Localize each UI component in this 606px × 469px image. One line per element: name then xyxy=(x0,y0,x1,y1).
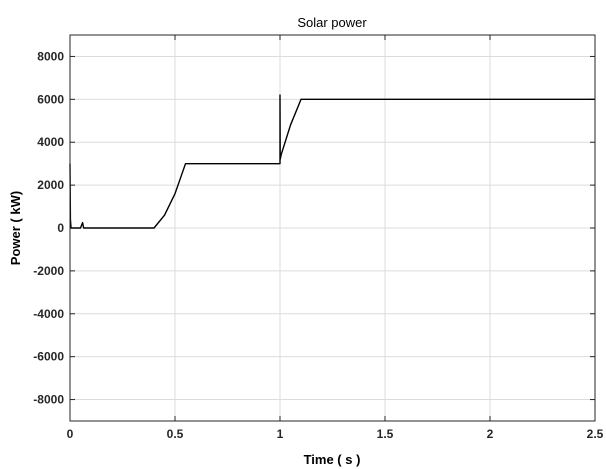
x-tick-label: 1.5 xyxy=(377,427,394,441)
x-tick-label: 0.5 xyxy=(167,427,184,441)
x-axis-label: Time ( s ) xyxy=(304,452,361,467)
y-tick-label: 6000 xyxy=(37,92,64,106)
y-tick-label: 4000 xyxy=(37,135,64,149)
y-tick-label: -2000 xyxy=(33,264,64,278)
x-tick-label: 2.5 xyxy=(587,427,604,441)
y-axis-label: Power ( kW) xyxy=(8,191,23,265)
y-tick-labels: -8000 -6000 -4000 -2000 0 2000 4000 6000 8000 xyxy=(33,49,64,406)
plot-frame xyxy=(69,34,596,422)
x-tick-label: 0 xyxy=(67,427,74,441)
x-tick-labels: 0 0.5 1 1.5 2 2.5 xyxy=(67,427,604,441)
y-tick-label: -6000 xyxy=(33,350,64,364)
series-line xyxy=(69,94,595,229)
y-tick-label: 8000 xyxy=(37,49,64,63)
y-tick-label: -8000 xyxy=(33,393,64,407)
y-tick-label: 0 xyxy=(57,221,64,235)
y-tick-label: 2000 xyxy=(37,178,64,192)
chart-title: Solar power xyxy=(297,15,367,30)
x-tick-label: 1 xyxy=(277,427,284,441)
y-tick-label: -4000 xyxy=(33,307,64,321)
x-tick-label: 2 xyxy=(487,427,494,441)
